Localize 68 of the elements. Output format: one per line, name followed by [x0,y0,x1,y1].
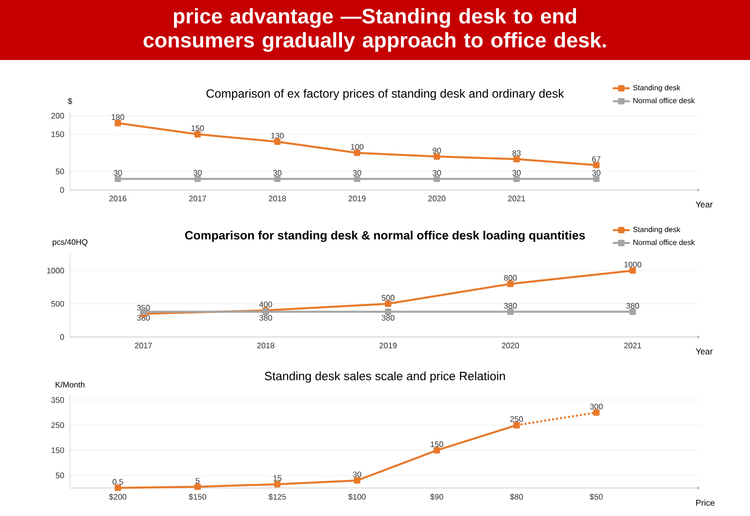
data-label: 30 [512,170,521,176]
y-tick-label: 250 [51,422,64,428]
data-label: 15 [274,475,282,482]
data-label: 0.5 [112,479,124,485]
x-tick-label: 2016 [109,196,126,202]
y-tick-label: 150 [52,447,64,454]
y-tick-label: 350 [51,397,64,403]
x-tick-label: 2020 [502,342,519,348]
y-axis-title: $ [68,98,72,104]
x-tick-label: $200 [109,494,126,500]
y-axis-title: K/Month [56,382,84,388]
data-label: 380 [259,314,272,321]
data-label: 30 [273,170,282,176]
y-tick-label: 1000 [47,268,64,274]
data-label: 380 [382,314,394,321]
x-tick-label: $150 [188,494,206,500]
data-label: 100 [351,144,364,150]
data-label: 30 [193,170,202,176]
y-tick-label: 150 [52,131,64,138]
y-tick-label: 500 [51,300,64,307]
x-tick-label: $50 [590,494,603,500]
data-label: 380 [626,302,640,309]
data-label: 30 [352,170,362,176]
x-tick-label: 2017 [189,196,206,202]
data-label: 380 [504,302,517,309]
x-tick-label: $80 [510,494,523,500]
data-label: 500 [382,294,394,301]
data-label: 5 [196,478,200,484]
y-tick-label: 200 [51,112,64,119]
data-label: 250 [510,416,523,422]
y-tick-label: 0 [60,187,64,193]
x-tick-label: 2019 [348,196,366,202]
x-tick-label: $125 [268,494,286,500]
chart-title: Standing desk sales scale and price Relatioin [264,371,505,383]
data-label: 30 [352,472,362,478]
y-axis-title: pcs/40HQ [52,238,88,246]
data-label: 30 [592,170,600,176]
x-tick-label: 2017 [134,342,152,348]
data-label: 83 [512,150,521,156]
data-label: 30 [114,170,122,176]
chart-title: Comparison of ex factory prices of standing desk and ordinary desk [206,88,564,100]
data-label: 1000 [624,262,642,268]
data-label: 67 [592,156,600,162]
text: price advantage —Standing desk to end consumers gradually approach to office desk. [144,8,606,52]
x-axis-title: Year [696,348,713,354]
x-tick-label: $100 [348,494,366,500]
y-tick-label: 0 [60,334,64,340]
data-label: 90 [432,148,441,154]
data-label: 800 [504,275,517,281]
x-axis-title: Price [696,500,714,506]
data-label: 30 [432,170,441,176]
x-tick-label: 2018 [268,196,286,202]
x-tick-label: 2019 [380,342,397,348]
data-label: 150 [430,441,444,448]
data-label: 400 [259,302,272,308]
x-tick-label: $90 [430,494,444,500]
y-tick-label: 50 [56,168,64,174]
y-tick-label: 50 [56,472,64,478]
x-tick-label: 2021 [508,196,526,202]
data-label: 150 [192,125,204,132]
data-label: 180 [112,114,124,120]
chart-title: Comparison for standing desk & normal office desk loading quantities [185,230,585,242]
x-tick-label: 2020 [428,196,446,202]
data-label: 300 [590,404,603,410]
x-axis-title: Year [696,202,713,208]
x-tick-label: 2018 [257,342,274,348]
x-tick-label: 2021 [624,342,642,348]
data-label: 130 [271,132,284,139]
